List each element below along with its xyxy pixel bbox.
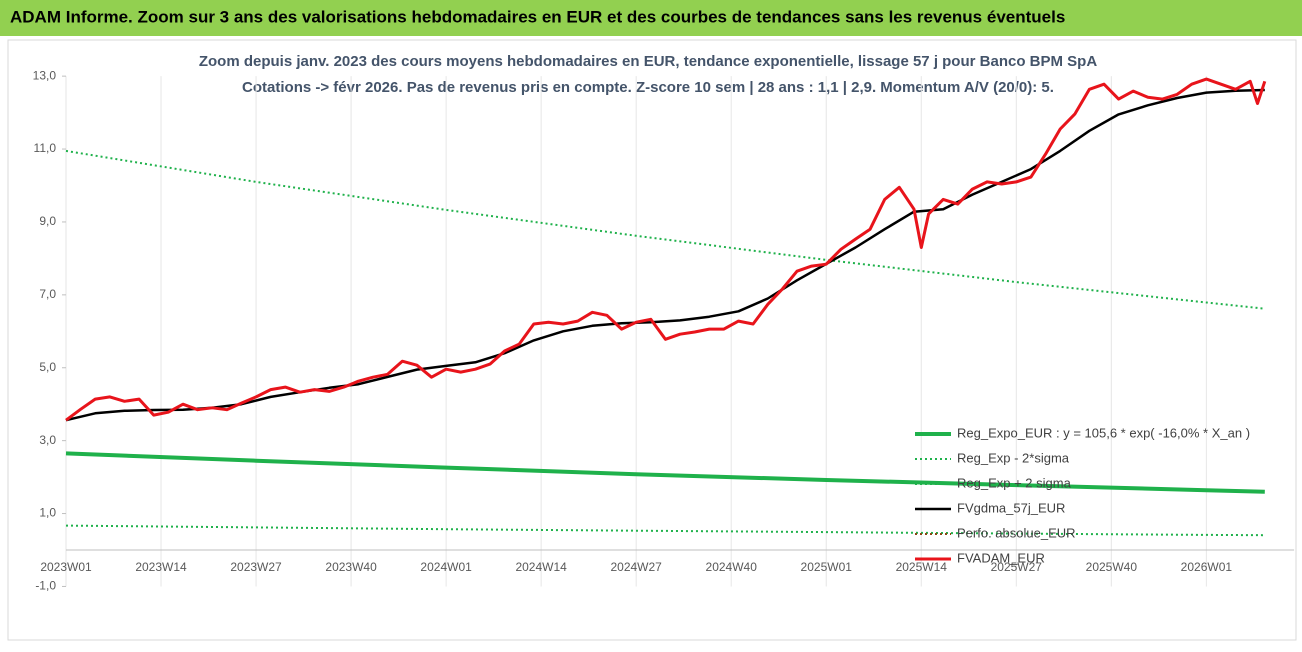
x-tick-label: 2023W27 bbox=[230, 560, 282, 574]
x-tick-label: 2025W01 bbox=[801, 560, 853, 574]
x-tick-label: 2023W01 bbox=[40, 560, 92, 574]
x-tick-label: 2026W01 bbox=[1181, 560, 1233, 574]
y-tick-label: 9,0 bbox=[39, 214, 56, 228]
y-tick-label: -1,0 bbox=[35, 579, 56, 593]
legend-label: Reg_Exp - 2*sigma bbox=[957, 450, 1070, 465]
y-tick-label: 13,0 bbox=[33, 68, 57, 82]
header-bar bbox=[0, 0, 1302, 36]
legend-label: Perfo. absolue_EUR bbox=[957, 525, 1076, 540]
x-tick-label: 2023W14 bbox=[135, 560, 187, 574]
x-tick-label: 2025W40 bbox=[1086, 560, 1138, 574]
x-tick-label: 2025W27 bbox=[991, 560, 1043, 574]
legend-label: Reg_Expo_EUR : y = 105,6 * exp( -16,0% *… bbox=[957, 425, 1250, 440]
y-tick-label: 11,0 bbox=[34, 141, 57, 155]
x-tick-label: 2024W14 bbox=[515, 560, 567, 574]
series-line bbox=[65, 524, 1265, 537]
series-line bbox=[65, 451, 1265, 494]
chart-title: Zoom depuis janv. 2023 des cours moyens … bbox=[199, 53, 1097, 70]
y-tick-label: 5,0 bbox=[39, 360, 56, 374]
x-tick-label: 2024W27 bbox=[610, 560, 662, 574]
y-tick-label: 3,0 bbox=[39, 433, 56, 447]
legend-label: Reg_Exp + 2 sigma bbox=[957, 475, 1072, 490]
legend-label: FVADAM_EUR bbox=[957, 550, 1045, 565]
series-line bbox=[65, 88, 1265, 422]
x-tick-label: 2024W01 bbox=[420, 560, 472, 574]
chart-subtitle: Cotations -> févr 2026. Pas de revenus p… bbox=[242, 79, 1054, 96]
x-tick-label: 2024W40 bbox=[706, 560, 758, 574]
x-tick-label: 2023W40 bbox=[325, 560, 377, 574]
chart-border bbox=[7, 39, 1297, 641]
legend-label: FVgdma_57j_EUR bbox=[957, 500, 1065, 515]
y-tick-label: 7,0 bbox=[39, 287, 56, 301]
series-line bbox=[65, 149, 1265, 310]
y-tick-label: 1,0 bbox=[39, 506, 56, 520]
header-title: ADAM Informe. Zoom sur 3 ans des valoris… bbox=[10, 7, 1065, 26]
x-tick-label: 2025W14 bbox=[896, 560, 948, 574]
series-line bbox=[65, 77, 1267, 422]
